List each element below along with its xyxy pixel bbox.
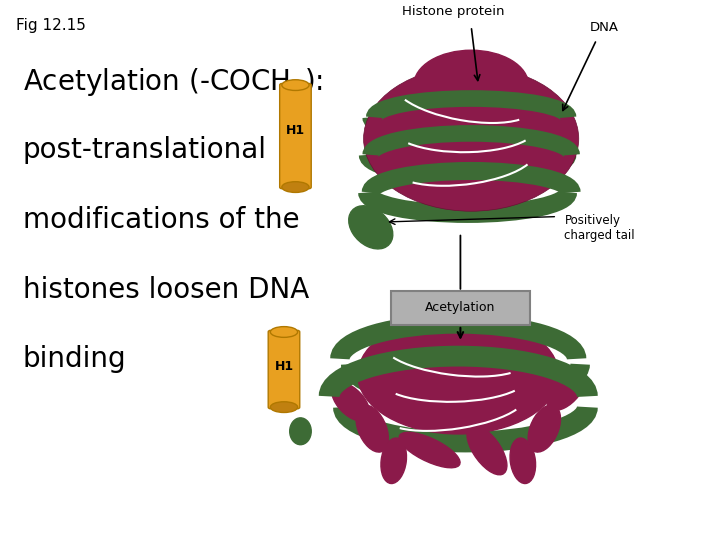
Ellipse shape	[476, 340, 555, 388]
Ellipse shape	[467, 426, 507, 475]
Ellipse shape	[356, 405, 388, 452]
Ellipse shape	[358, 316, 559, 434]
Text: Histone protein: Histone protein	[402, 5, 505, 18]
Ellipse shape	[381, 438, 407, 483]
Text: Acetylation (-COCH$_3$):: Acetylation (-COCH$_3$):	[23, 66, 323, 98]
Text: Acetylation: Acetylation	[426, 301, 495, 314]
Ellipse shape	[547, 372, 585, 410]
Ellipse shape	[478, 85, 564, 139]
FancyBboxPatch shape	[279, 84, 311, 188]
Text: Fig 12.15: Fig 12.15	[16, 18, 86, 33]
Text: DNA: DNA	[590, 21, 618, 34]
Ellipse shape	[270, 327, 297, 338]
Text: modifications of the: modifications of the	[23, 206, 300, 234]
Ellipse shape	[510, 438, 536, 483]
Ellipse shape	[399, 433, 460, 468]
Text: histones loosen DNA: histones loosen DNA	[23, 275, 309, 303]
Ellipse shape	[364, 66, 579, 211]
Ellipse shape	[332, 382, 369, 421]
Ellipse shape	[282, 80, 309, 91]
Ellipse shape	[369, 340, 448, 388]
Ellipse shape	[415, 305, 516, 369]
Text: H1: H1	[274, 360, 294, 373]
Ellipse shape	[378, 85, 464, 139]
Ellipse shape	[270, 402, 297, 413]
Text: H1: H1	[286, 124, 305, 137]
Ellipse shape	[282, 181, 309, 192]
Text: Positively
charged tail: Positively charged tail	[564, 214, 635, 242]
FancyBboxPatch shape	[268, 330, 300, 409]
Ellipse shape	[289, 418, 311, 444]
Ellipse shape	[414, 50, 528, 120]
Ellipse shape	[528, 405, 560, 452]
Ellipse shape	[348, 206, 393, 249]
FancyBboxPatch shape	[391, 291, 530, 325]
Text: binding: binding	[23, 346, 127, 373]
Text: post-translational: post-translational	[23, 136, 267, 164]
